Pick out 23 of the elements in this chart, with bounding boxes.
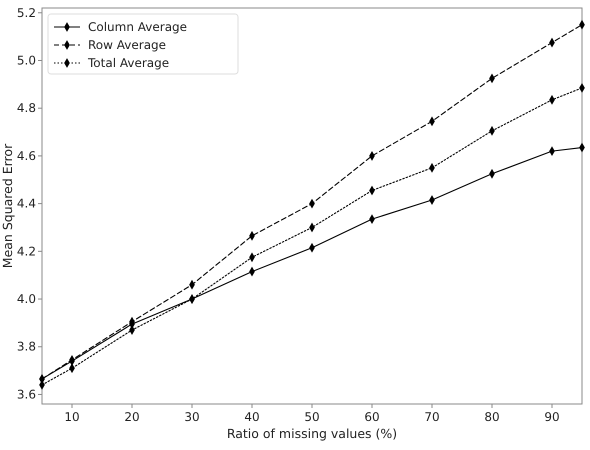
x-tick-label: 50	[304, 410, 320, 424]
x-tick-label: 10	[64, 410, 80, 424]
x-tick-label: 30	[184, 410, 200, 424]
y-tick-label: 4.2	[16, 244, 36, 258]
legend-label: Total Average	[87, 56, 170, 70]
legend-label: Row Average	[88, 38, 166, 52]
y-tick-label: 4.6	[16, 148, 36, 163]
y-tick-label: 5.0	[16, 53, 36, 68]
y-axis-title: Mean Squared Error	[0, 142, 15, 268]
y-tick-label: 3.6	[16, 387, 36, 402]
y-tick-label: 4.4	[16, 196, 36, 211]
x-tick-label: 60	[364, 410, 380, 424]
x-tick-label: 90	[544, 410, 560, 424]
x-tick-label: 20	[124, 410, 140, 424]
x-tick-label: 40	[244, 410, 260, 424]
x-tick-label: 70	[424, 410, 440, 424]
y-tick-label: 3.8	[16, 340, 36, 354]
x-tick-label: 80	[484, 410, 500, 424]
y-tick-label: 4.0	[16, 292, 36, 306]
y-tick-label: 4.8	[16, 101, 36, 116]
x-axis-title: Ratio of missing values (%)	[226, 426, 398, 441]
legend-label: Column Average	[88, 20, 188, 34]
y-tick-label: 5.2	[16, 6, 36, 20]
